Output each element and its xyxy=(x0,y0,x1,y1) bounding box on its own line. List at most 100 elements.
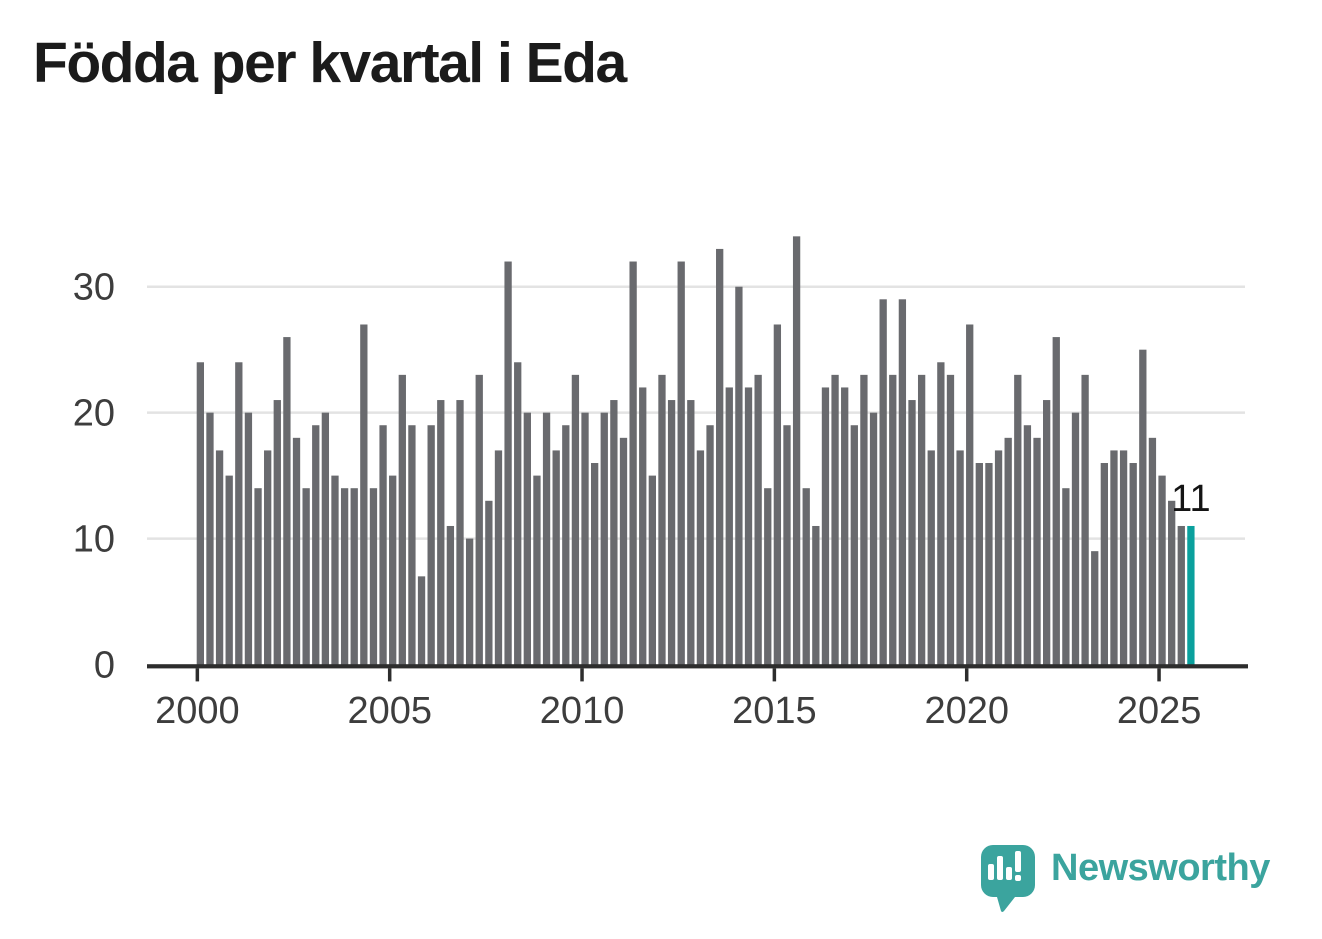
bar-2023-q2 xyxy=(1091,551,1099,666)
bar-2008-q3 xyxy=(523,412,531,666)
bar-2011-q3 xyxy=(639,387,647,666)
bar-2006-q4 xyxy=(456,400,464,666)
bar-2012-q3 xyxy=(677,261,685,666)
bar-2004-q2 xyxy=(360,324,368,666)
bar-2020-q1 xyxy=(966,324,974,666)
bar-2022-q1 xyxy=(1043,400,1051,666)
last-value-annotation: 11 xyxy=(1171,478,1210,520)
bar-2025-q4-highlighted xyxy=(1187,525,1195,666)
bar-2009-q4 xyxy=(571,374,580,666)
bar-2018-q1 xyxy=(889,374,897,666)
y-tick-label-10: 10 xyxy=(73,519,115,561)
bar-2000-q3 xyxy=(215,450,224,666)
bar-2000-q1 xyxy=(196,362,204,666)
bar-2008-q1 xyxy=(504,261,512,666)
bar-2005-q1 xyxy=(389,475,397,667)
x-tick-label-2015: 2015 xyxy=(732,690,817,732)
bar-2022-q4 xyxy=(1071,412,1080,666)
bar-2019-q4 xyxy=(956,450,964,666)
x-axis-line xyxy=(147,664,1248,669)
bar-2005-q3 xyxy=(408,425,416,666)
bar-2019-q2 xyxy=(937,362,945,666)
bar-2001-q1 xyxy=(235,362,243,666)
bar-2014-q2 xyxy=(744,387,753,666)
bar-2023-q3 xyxy=(1100,463,1108,666)
bar-2019-q3 xyxy=(946,374,955,666)
bar-2003-q2 xyxy=(321,412,330,666)
bar-2000-q2 xyxy=(206,412,214,666)
bar-2002-q3 xyxy=(292,437,301,666)
bar-2023-q1 xyxy=(1081,374,1089,666)
bar-2010-q1 xyxy=(581,412,589,666)
bar-2004-q4 xyxy=(379,425,387,666)
y-tick-label-20: 20 xyxy=(73,393,115,435)
y-tick-label-0: 0 xyxy=(94,645,115,687)
bar-2012-q1 xyxy=(658,374,666,666)
bar-2015-q4 xyxy=(802,488,810,666)
bar-2017-q4 xyxy=(879,299,887,666)
bar-2013-q3 xyxy=(716,248,724,666)
bar-2014-q3 xyxy=(754,374,762,666)
bar-2016-q4 xyxy=(841,387,849,666)
bar-2001-q4 xyxy=(264,450,272,666)
bar-2007-q2 xyxy=(475,374,483,666)
bar-2020-q2 xyxy=(975,463,983,666)
bar-2015-q1 xyxy=(773,324,782,666)
bar-2003-q4 xyxy=(340,488,349,666)
bar-2016-q1 xyxy=(812,525,820,666)
bar-2009-q2 xyxy=(552,450,560,666)
bar-2004-q1 xyxy=(350,488,358,666)
bar-2008-q2 xyxy=(514,362,522,666)
bar-2021-q4 xyxy=(1033,437,1041,666)
bar-2022-q2 xyxy=(1052,337,1060,666)
bar-2021-q3 xyxy=(1023,425,1032,666)
bar-2014-q4 xyxy=(764,488,772,666)
bar-2025-q1 xyxy=(1158,475,1166,667)
bar-2013-q2 xyxy=(706,425,714,666)
bar-2012-q2 xyxy=(667,400,676,666)
bar-2013-q1 xyxy=(696,450,705,666)
bar-2007-q1 xyxy=(465,538,474,666)
bar-2018-q4 xyxy=(917,374,926,666)
bar-2006-q3 xyxy=(446,525,455,666)
bar-2020-q3 xyxy=(985,463,993,666)
bar-2018-q2 xyxy=(898,299,907,666)
bar-2022-q3 xyxy=(1062,488,1070,666)
bar-2007-q3 xyxy=(485,500,493,666)
bar-2006-q1 xyxy=(427,425,435,666)
bar-2011-q2 xyxy=(629,261,637,666)
bar-2010-q4 xyxy=(610,400,618,666)
bar-2013-q4 xyxy=(725,387,733,666)
bar-2021-q1 xyxy=(1004,437,1012,666)
bar-2020-q4 xyxy=(994,450,1003,666)
newsworthy-logo[interactable]: Newsworthy xyxy=(981,845,1270,913)
bar-2010-q3 xyxy=(600,412,608,666)
x-tick-2010 xyxy=(580,668,584,682)
bar-2008-q4 xyxy=(533,475,541,667)
bar-2005-q2 xyxy=(398,374,406,666)
bar-2016-q3 xyxy=(831,374,839,666)
chart-title: Födda per kvartal i Eda xyxy=(33,31,627,95)
bar-2009-q3 xyxy=(562,425,570,666)
bar-2014-q1 xyxy=(735,286,743,666)
x-tick-label-2000: 2000 xyxy=(155,690,240,732)
bar-2025-q2 xyxy=(1168,500,1176,666)
bar-2017-q3 xyxy=(869,412,878,666)
bar-2007-q4 xyxy=(494,450,503,666)
x-tick-label-2005: 2005 xyxy=(347,690,432,732)
bar-2021-q2 xyxy=(1014,374,1022,666)
newsworthy-logo-text: Newsworthy xyxy=(1051,847,1270,889)
bar-2011-q1 xyxy=(619,437,628,666)
bar-2024-q3 xyxy=(1139,349,1147,666)
bar-2019-q1 xyxy=(927,450,935,666)
x-tick-2005 xyxy=(387,668,392,682)
bar-2002-q1 xyxy=(273,400,281,666)
bar-2018-q3 xyxy=(908,400,916,666)
bar-2005-q4 xyxy=(417,576,426,666)
bar-2004-q3 xyxy=(369,488,378,666)
bar-2011-q4 xyxy=(648,475,656,667)
bar-2000-q4 xyxy=(225,475,233,667)
bar-2012-q4 xyxy=(687,400,695,666)
bar-2015-q3 xyxy=(792,236,801,666)
